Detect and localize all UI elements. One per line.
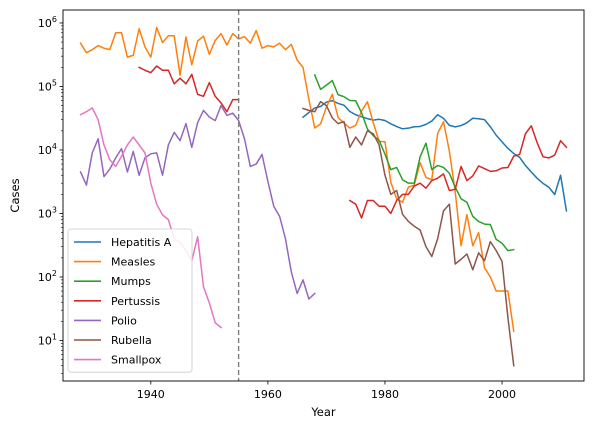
- series-line-rubella: [302, 100, 515, 367]
- x-tick-label: 1980: [371, 388, 399, 401]
- y-ticks: 101 102 103 104 105 106: [38, 15, 63, 374]
- series-line-mumps: [313, 73, 515, 252]
- legend-label-polio: Polio: [111, 314, 137, 327]
- axes-frame: [62, 9, 585, 382]
- series-layer: [79, 26, 568, 367]
- y-tick-label: 103: [38, 205, 57, 220]
- y-axis-label: Cases: [8, 178, 22, 212]
- legend-label-smallpox: Smallpox: [111, 354, 162, 367]
- series-line-smallpox: [79, 107, 223, 329]
- x-tick-label: 2000: [488, 388, 516, 401]
- x-ticks: 1940 1960 1980 2000: [137, 381, 516, 401]
- legend-label-hepatitis-a: Hepatitis A: [111, 236, 172, 249]
- x-axis-label: Year: [310, 405, 336, 419]
- legend-label-measles: Measles: [111, 256, 156, 269]
- series-line-polio: [79, 104, 316, 300]
- y-tick-label: 105: [38, 78, 57, 93]
- legend-label-mumps: Mumps: [111, 275, 151, 288]
- y-tick-label: 102: [38, 269, 57, 284]
- legend-label-rubella: Rubella: [111, 334, 152, 347]
- y-tick-label: 101: [38, 332, 57, 347]
- series-line-pertussis: [138, 65, 568, 219]
- series-line-measles: [79, 26, 515, 333]
- series-line-hepatitis-a: [301, 99, 568, 212]
- y-tick-label: 104: [38, 142, 57, 157]
- x-tick-label: 1960: [254, 388, 282, 401]
- x-tick-label: 1940: [137, 388, 165, 401]
- y-tick-label: 106: [38, 15, 57, 30]
- legend-box: [67, 228, 193, 373]
- legend: Hepatitis A Measles Mumps Pertussis Polio Rub…: [67, 228, 193, 373]
- legend-label-pertussis: Pertussis: [111, 295, 160, 308]
